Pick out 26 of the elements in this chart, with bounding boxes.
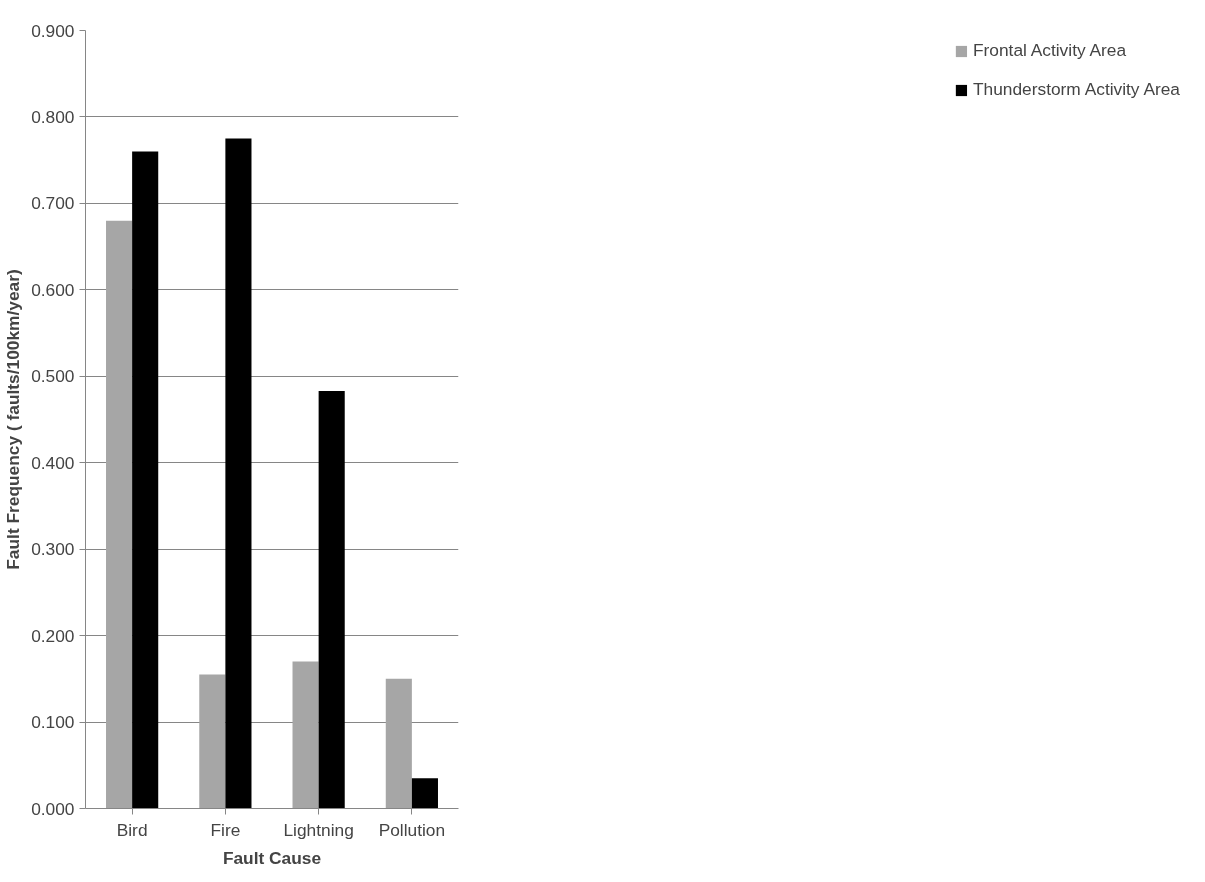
y-tick-label: 0.900 (31, 20, 75, 41)
y-tick-label: 0.100 (31, 712, 75, 733)
x-tick-label: Pollution (378, 819, 446, 840)
y-tick-label: 0.400 (31, 452, 75, 473)
legend-label: Thunderstorm Activity Area (972, 79, 1180, 100)
y-tick-label: 0.200 (31, 625, 75, 646)
y-axis-title: Fault Frequency ( faults/100km/year) (3, 269, 24, 570)
y-tick-label: 0.800 (31, 106, 75, 127)
y-tick-label: 0.300 (31, 539, 75, 560)
bar (106, 220, 133, 809)
y-tick-label: 0.500 (31, 366, 75, 387)
bar (199, 674, 226, 809)
bar (225, 138, 252, 809)
bar (292, 661, 319, 809)
x-tick-label: Fire (210, 819, 241, 840)
y-tick-label: 0.600 (31, 279, 75, 300)
bar (385, 678, 412, 809)
bar (411, 778, 438, 809)
x-tick-label: Bird (116, 819, 148, 840)
bar (318, 390, 345, 809)
x-tick-label: Lightning (283, 819, 354, 840)
legend-label: Frontal Activity Area (972, 40, 1128, 61)
x-axis-title: Fault Cause (222, 847, 322, 868)
bar (132, 151, 159, 809)
y-tick-label: 0.000 (31, 798, 75, 819)
y-tick-label: 0.700 (31, 193, 75, 214)
